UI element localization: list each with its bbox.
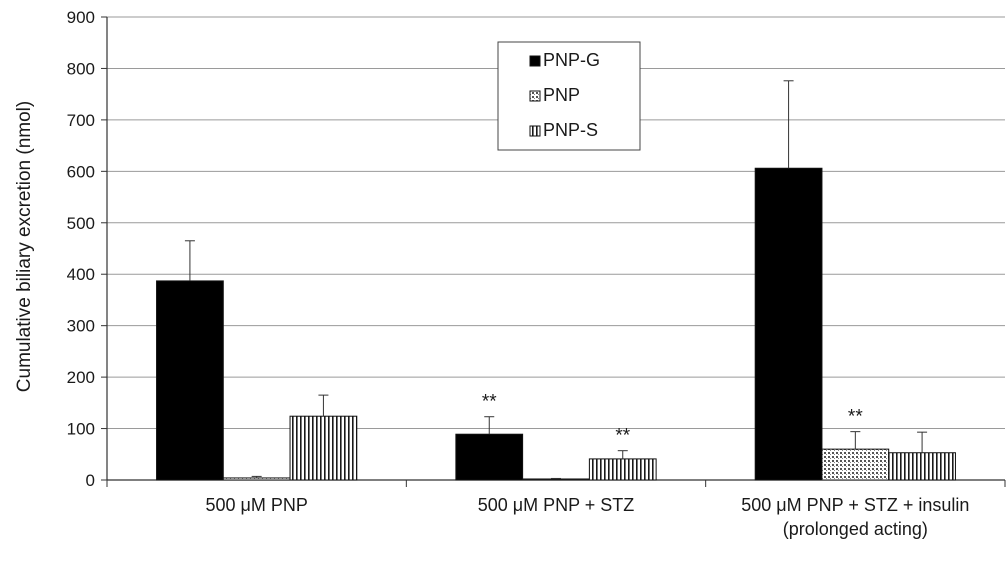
y-tick-label: 100 — [67, 420, 95, 439]
y-axis-label: Cumulative biliary excretion (nmol) — [14, 101, 35, 392]
gridlines — [107, 16, 1005, 430]
legend-label: PNP — [543, 85, 580, 105]
bar-pnp-s — [888, 452, 956, 481]
bar-pnp — [821, 448, 890, 481]
bar-pnp-s — [289, 415, 358, 481]
significance-marker: ** — [848, 407, 863, 428]
bar-pnp-g — [455, 433, 524, 481]
y-tick-label: 800 — [67, 59, 95, 78]
x-category-label: 500 μM PNP + STZ + insulin — [741, 495, 969, 515]
bar-pnp-g — [156, 280, 224, 481]
y-tick-label: 600 — [67, 162, 95, 181]
bar-pnp-s — [588, 458, 657, 481]
x-category-label: 500 μM PNP + STZ — [478, 495, 635, 515]
y-tick-label: 300 — [67, 317, 95, 336]
y-tick-label: 400 — [67, 265, 95, 284]
legend: PNP-G PNP PNP-S — [497, 41, 641, 151]
bar-pnp-g — [754, 167, 823, 481]
y-tick-label: 700 — [67, 111, 95, 130]
significance-marker: ** — [615, 426, 630, 447]
x-category-label: (prolonged acting) — [783, 519, 928, 539]
axis-labels: 0 100 200 300 400 500 600 700 800 900 500 μM PNP **… — [14, 8, 969, 539]
y-tick-label: 900 — [67, 8, 95, 27]
y-tick-label: 500 — [67, 214, 95, 233]
y-tick-label: 0 — [86, 471, 95, 490]
bar-pnp — [222, 477, 291, 481]
legend-label: PNP-G — [543, 50, 600, 70]
y-tick-label: 200 — [67, 368, 95, 387]
x-category-label: 500 μM PNP — [205, 495, 307, 515]
significance-marker: ** — [482, 392, 497, 413]
legend-label: PNP-S — [543, 120, 598, 140]
bar-pnp — [522, 478, 590, 481]
legend-swatch-pnp — [529, 90, 541, 102]
legend-swatch-pnp-g — [529, 55, 541, 67]
legend-swatch-pnp-s — [529, 125, 541, 137]
bars — [156, 80, 956, 481]
legend-box — [497, 41, 641, 151]
